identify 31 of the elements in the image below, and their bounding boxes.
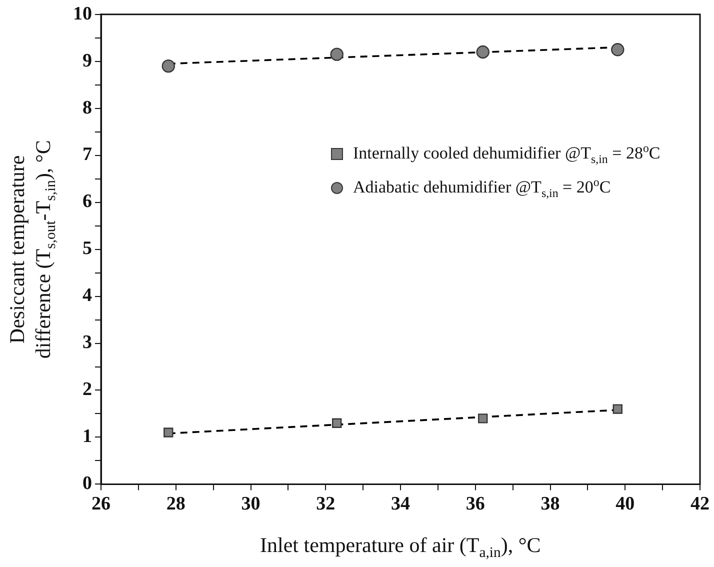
y-tick-label: 1 [82, 426, 92, 448]
x-tick-label: 42 [690, 494, 710, 515]
legend-label: Internally cooled dehumidifier @T$_{s,in}$ = 28$^{o}$C [353, 141, 660, 168]
y-tick-label: 8 [82, 97, 92, 118]
x-tick-label: 34 [391, 494, 410, 515]
x-axis-title: Inlet temperature of air (T$_{a,in}$), °C [260, 532, 541, 563]
y-tick-label: 10 [73, 3, 92, 24]
x-tick-label: 26 [92, 494, 110, 515]
y-tick-label: 0 [82, 473, 92, 494]
point [330, 48, 344, 61]
x-tick-label: 36 [466, 494, 485, 515]
x-tick-label: 30 [241, 494, 260, 515]
y-tick-label: 3 [82, 332, 92, 354]
point [478, 414, 488, 424]
x-tick-label: 28 [166, 494, 186, 515]
y-tick-label: 2 [82, 379, 92, 400]
legend-label: Adiabatic dehumidifier @T$_{s,in}$ = 20$^{o}$C [353, 175, 611, 202]
point [612, 404, 622, 414]
y-tick-label: 9 [82, 50, 92, 72]
point [162, 59, 175, 73]
x-tick-label: 40 [616, 494, 635, 515]
y-tick-label: 6 [82, 191, 92, 212]
y-tick-label: 7 [82, 144, 92, 166]
point [164, 428, 174, 438]
x-tick-label: 38 [540, 494, 560, 515]
y-tick-label: 5 [82, 238, 92, 260]
point [476, 45, 490, 59]
point [611, 43, 624, 56]
y-tick-label: 4 [82, 285, 92, 306]
point [332, 418, 342, 428]
x-tick-label: 32 [316, 494, 336, 515]
